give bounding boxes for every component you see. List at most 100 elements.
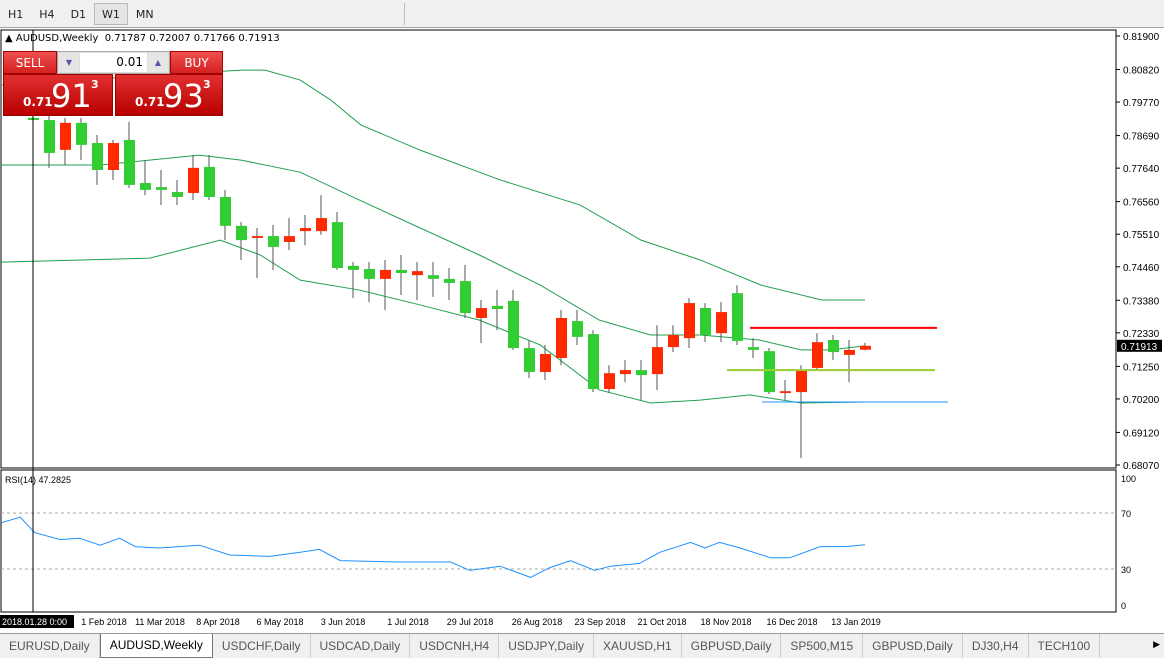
buy-button[interactable]: BUY	[170, 51, 223, 74]
candle-body	[764, 351, 775, 393]
candle-body	[348, 265, 359, 270]
chart-tab[interactable]: EURUSD,Daily	[0, 634, 100, 658]
chart-tab[interactable]: USDCAD,Daily	[311, 634, 411, 658]
chart-tab[interactable]: USDCNH,H4	[410, 634, 500, 658]
price-tick-label: 0.73380	[1123, 296, 1160, 307]
current-price-marker	[1117, 339, 1162, 352]
price-tick-label: 0.79770	[1123, 98, 1160, 109]
date-label: 11 Mar 2018	[135, 617, 185, 627]
candle-body	[76, 122, 87, 145]
candle	[828, 335, 839, 361]
price-tick-label: 0.80820	[1123, 66, 1160, 77]
candle	[268, 224, 279, 270]
candle-body	[636, 370, 647, 376]
chart-tab[interactable]: DJ30,H4	[963, 634, 1029, 658]
sell-price[interactable]: 0.71 91 3	[3, 74, 113, 116]
buy-price-fraction: 3	[203, 78, 211, 91]
candle	[588, 330, 599, 393]
candle-body	[156, 187, 167, 190]
candle-body	[444, 278, 455, 283]
date-label: 16 Dec 2018	[766, 617, 817, 627]
lot-size-input[interactable]: 0.01	[80, 53, 147, 72]
timeframe-mn[interactable]: MN	[135, 8, 154, 21]
rsi-level-label: 70	[1121, 509, 1131, 519]
candle-body	[204, 166, 215, 197]
candle	[748, 338, 759, 358]
price-tick-label: 0.77640	[1123, 164, 1160, 175]
candle-body	[300, 228, 311, 232]
chart-tab[interactable]: GBPUSD,Daily	[682, 634, 782, 658]
timeframe-h4[interactable]: H4	[39, 8, 55, 21]
candle	[796, 365, 807, 459]
chart-tab[interactable]: XAUUSD,H1	[594, 634, 682, 658]
candle	[332, 211, 343, 270]
price-tick-label: 0.72330	[1123, 329, 1160, 340]
candle	[844, 339, 855, 383]
candle-body	[92, 143, 103, 171]
timeframe-h1[interactable]: H1	[8, 8, 24, 21]
candle	[236, 222, 247, 260]
sell-price-pips: 91	[51, 77, 92, 115]
candle-body	[604, 373, 615, 390]
candle-body	[220, 196, 231, 226]
candle	[684, 298, 695, 349]
candle	[44, 115, 55, 168]
date-label: 8 Apr 2018	[196, 617, 240, 627]
candle-body	[460, 281, 471, 314]
candle-body	[620, 370, 631, 375]
scroll-right-icon[interactable]: ▶	[1153, 640, 1160, 650]
candle	[508, 290, 519, 350]
candle	[92, 134, 103, 185]
candle	[380, 259, 391, 310]
chart-tab[interactable]: AUDUSD,Weekly	[99, 634, 213, 658]
candle	[860, 342, 871, 351]
candle-body	[412, 271, 423, 276]
chart-tab[interactable]: USDCHF,Daily	[213, 634, 311, 658]
candle-body	[124, 139, 135, 185]
candle-body	[572, 321, 583, 337]
timeframe-w1[interactable]: W1	[94, 3, 128, 25]
candle-body	[860, 345, 871, 350]
candle-body	[316, 218, 327, 232]
candle	[76, 117, 87, 161]
candle	[428, 262, 439, 297]
candle	[364, 262, 375, 303]
candle	[316, 195, 327, 235]
rsi-line	[0, 516, 866, 578]
decrease-lot-icon[interactable]: ▼	[59, 53, 79, 72]
candle-body	[476, 308, 487, 318]
crosshair-date-marker	[0, 615, 74, 628]
price-chart[interactable]: 0.81900 0.80820 0.79770 0.78690 0.77640 0.765…	[0, 28, 1164, 633]
rsi-level-label: 100	[1121, 474, 1136, 484]
candle-body	[732, 293, 743, 341]
chart-tab[interactable]: TECH100	[1029, 634, 1101, 658]
price-tick-label: 0.74460	[1123, 263, 1160, 274]
candle	[156, 170, 167, 206]
candle	[700, 303, 711, 343]
candle	[124, 121, 135, 188]
candle-body	[428, 275, 439, 279]
sell-button[interactable]: SELL	[3, 51, 57, 74]
chart-tab-row: EURUSD,Daily AUDUSD,Weekly USDCHF,Daily USD…	[0, 634, 1146, 659]
candle	[140, 160, 151, 196]
candle-body	[828, 339, 839, 353]
increase-lot-icon[interactable]: ▲	[148, 53, 168, 72]
buy-price[interactable]: 0.71 93 3	[115, 74, 223, 116]
timeframe-d1[interactable]: D1	[70, 8, 87, 21]
chart-title: ▲ AUDUSD,Weekly 0.71787 0.72007 0.71766 …	[5, 33, 280, 44]
date-label: 1 Jul 2018	[387, 617, 429, 627]
chart-tab[interactable]: SP500,M15	[781, 634, 864, 658]
candle-body	[540, 353, 551, 372]
candle-body	[252, 236, 263, 238]
candle	[668, 325, 679, 353]
candle	[524, 339, 535, 379]
chart-tab[interactable]: USDJPY,Daily	[499, 634, 595, 658]
candle-body	[236, 225, 247, 241]
candle-body	[668, 335, 679, 348]
candle-body	[716, 312, 727, 334]
chart-tab[interactable]: GBPUSD,Daily	[863, 634, 963, 658]
candle-body	[700, 308, 711, 336]
candle	[572, 309, 583, 345]
price-tick-label: 0.68070	[1123, 461, 1160, 472]
candle	[556, 309, 567, 366]
